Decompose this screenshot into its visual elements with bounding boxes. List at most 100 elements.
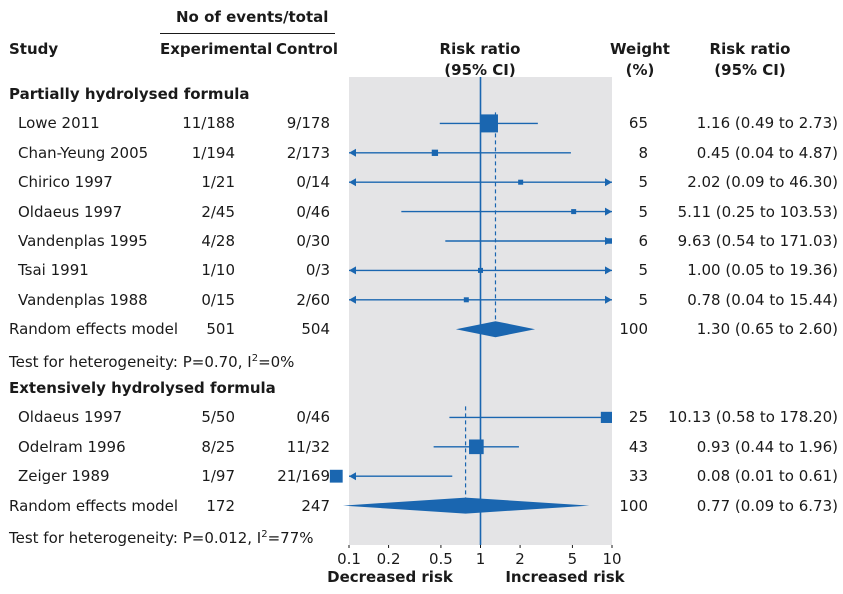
heterogeneity-test: Test for heterogeneity: P=0.70, I2=0% [9, 352, 295, 371]
control-events: 21/169 [277, 467, 330, 486]
pooled-control-total: 504 [301, 320, 330, 339]
experimental-events: 1/21 [201, 173, 235, 192]
ci-left-arrow [349, 295, 356, 304]
pooled-risk-ratio-ci: 1.30 (0.65 to 2.60) [696, 320, 838, 339]
study-name: Chan-Yeung 2005 [18, 143, 149, 162]
study-effect-square [606, 238, 612, 244]
study-name: Zeiger 1989 [18, 467, 110, 486]
experimental-events: 1/10 [201, 261, 235, 280]
study-name: Vandenplas 1995 [18, 232, 148, 250]
group-title: Partially hydrolysed formula [9, 85, 250, 103]
study-weight: 6 [638, 232, 648, 250]
ci-right-arrow [605, 207, 612, 216]
study-risk-ratio-ci: 0.45 (0.04 to 4.87) [696, 143, 838, 162]
study-name: Lowe 2011 [18, 114, 100, 133]
study-effect-square [479, 114, 498, 133]
x-tick-label: 1 [476, 550, 486, 568]
control-events: 9/178 [286, 114, 330, 133]
study-name: Chirico 1997 [18, 173, 113, 192]
group-title: Extensively hydrolysed formula [9, 379, 276, 397]
study-risk-ratio-ci: 5.11 (0.25 to 103.53) [677, 202, 838, 221]
study-name: Oldaeus 1997 [18, 202, 123, 221]
x-tick-label: 0.5 [429, 550, 453, 568]
x-tick-label: 5 [568, 550, 578, 568]
study-weight: 33 [628, 467, 648, 486]
study-weight: 5 [638, 202, 648, 221]
control-events: 2/173 [286, 143, 330, 162]
x-tick-label: 0.1 [337, 550, 361, 568]
study-effect-square [478, 267, 483, 273]
x-tick-label: 10 [602, 550, 621, 568]
risk-ratio-text-header: Risk ratio [709, 40, 791, 58]
weight-column-header: Weight [610, 40, 670, 58]
study-weight: 5 [638, 261, 648, 280]
study-effect-square [329, 469, 343, 483]
control-events: 0/46 [296, 202, 330, 221]
pooled-weight: 100 [619, 496, 648, 515]
study-name: Vandenplas 1988 [18, 290, 148, 309]
experimental-events: 8/25 [201, 437, 235, 456]
study-effect-square [518, 179, 524, 185]
study-name: Oldaeus 1997 [18, 408, 123, 427]
risk-ratio-text-header-ci: (95% CI) [714, 61, 786, 79]
pooled-experimental-total: 501 [206, 320, 235, 339]
study-effect-square [600, 411, 612, 423]
increased-risk-label: Increased risk [505, 568, 625, 586]
pooled-estimate-diamond [342, 497, 590, 514]
study-risk-ratio-ci: 0.78 (0.04 to 15.44) [687, 290, 838, 309]
control-column-header: Control [276, 40, 339, 58]
events-header-rule [160, 33, 335, 34]
control-events: 2/60 [296, 290, 330, 309]
study-weight: 25 [628, 408, 648, 427]
study-risk-ratio-ci: 0.93 (0.44 to 1.96) [696, 437, 838, 456]
risk-ratio-plot-header: Risk ratio [439, 40, 521, 58]
study-effect-square [431, 149, 439, 156]
pooled-model-label: Random effects model [9, 320, 179, 339]
study-column-header: Study [9, 40, 59, 58]
experimental-events: 1/194 [191, 143, 235, 162]
study-name: Odelram 1996 [18, 437, 126, 456]
study-risk-ratio-ci: 1.00 (0.05 to 19.36) [687, 261, 838, 280]
pooled-model-label: Random effects model [9, 496, 179, 515]
ci-right-arrow [605, 295, 612, 304]
study-risk-ratio-ci: 10.13 (0.58 to 178.20) [668, 408, 838, 427]
control-events: 0/30 [296, 232, 330, 250]
ci-left-arrow [349, 148, 356, 157]
ci-left-arrow [349, 472, 356, 481]
ci-right-arrow [605, 178, 612, 187]
x-tick-label: 2 [515, 550, 525, 568]
experimental-events: 0/15 [201, 290, 235, 309]
study-weight: 65 [628, 114, 648, 133]
pooled-experimental-total: 172 [206, 496, 235, 515]
study-risk-ratio-ci: 1.16 (0.49 to 2.73) [696, 114, 838, 133]
study-risk-ratio-ci: 0.08 (0.01 to 0.61) [696, 467, 838, 486]
study-risk-ratio-ci: 2.02 (0.09 to 46.30) [687, 173, 838, 192]
study-name: Tsai 1991 [18, 261, 89, 280]
study-weight: 5 [638, 290, 648, 309]
risk-ratio-plot-header-ci: (95% CI) [444, 61, 516, 79]
ci-left-arrow [349, 178, 356, 187]
pooled-weight: 100 [619, 320, 648, 339]
experimental-events: 11/188 [182, 114, 235, 133]
pooled-control-total: 247 [301, 496, 330, 515]
experimental-events: 4/28 [201, 232, 235, 250]
study-weight: 8 [638, 143, 648, 162]
decreased-risk-label: Decreased risk [327, 568, 453, 586]
ci-right-arrow [605, 266, 612, 275]
control-events: 0/14 [296, 173, 330, 192]
heterogeneity-test: Test for heterogeneity: P=0.012, I2=77% [9, 529, 314, 547]
control-events: 0/46 [296, 408, 330, 427]
study-effect-square [469, 439, 484, 455]
study-effect-square [571, 209, 577, 215]
x-tick-label: 0.2 [377, 550, 401, 568]
study-effect-square [463, 297, 469, 303]
pooled-risk-ratio-ci: 0.77 (0.09 to 6.73) [696, 496, 838, 515]
experimental-column-header: Experimental [160, 40, 273, 58]
pooled-estimate-diamond [455, 321, 536, 338]
control-events: 11/32 [286, 437, 330, 456]
study-risk-ratio-ci: 9.63 (0.54 to 171.03) [677, 232, 838, 250]
events-group-header: No of events/total [176, 8, 329, 26]
experimental-events: 1/97 [201, 467, 235, 486]
